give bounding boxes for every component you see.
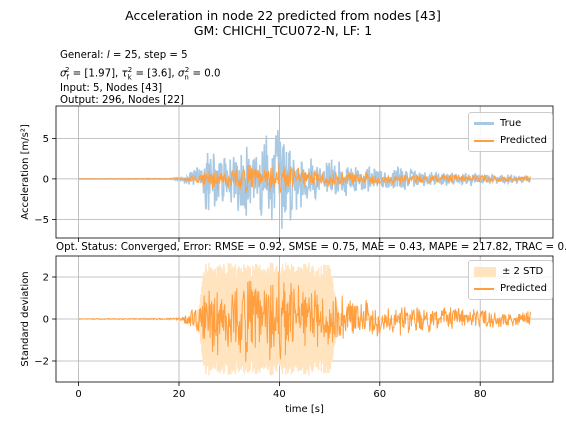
std-xtick-label-20: 20 (173, 389, 186, 400)
std-ytick-label-0: 0 (43, 315, 49, 326)
std-ytick-label-2: 2 (43, 273, 49, 284)
legend-bottom: ± 2 STD Predicted (468, 260, 553, 300)
std-xtick-label-80: 80 (474, 389, 487, 400)
std-xtick-label-0: 0 (75, 389, 81, 400)
acc-ylabel: Acceleration [m/s²] (20, 124, 31, 220)
legend-swatch-true (474, 122, 494, 125)
std-xtick-label-60: 60 (373, 389, 386, 400)
info-general: General: l = 25, step = 5 (60, 50, 188, 61)
legend-swatch-predicted (474, 140, 494, 142)
figure-title-line1: Acceleration in node 22 predicted from n… (0, 8, 566, 23)
acc-ytick-label--5: −5 (34, 215, 49, 226)
acc-ytick-label-0: 0 (43, 174, 49, 185)
legend-label-predicted-std: Predicted (500, 283, 547, 294)
std-ylabel: Standard deviation (20, 271, 31, 366)
std-xtick-label-40: 40 (273, 389, 286, 400)
std-series-group (79, 263, 531, 376)
legend-item-std-band: ± 2 STD (474, 263, 547, 280)
legend-item-true: True (474, 115, 547, 132)
std-xlabel: time [s] (285, 404, 324, 415)
std-ytick-label--2: −2 (34, 357, 49, 368)
info-hyperparams: σf2 = [1.97], τk2 = [3.6], σn2 = 0.0 (60, 66, 220, 81)
legend-item-predicted: Predicted (474, 132, 547, 149)
acc-series-group (79, 130, 531, 229)
legend-swatch-std-band (474, 267, 496, 277)
legend-item-predicted-std: Predicted (474, 280, 547, 297)
legend-label-std-band: ± 2 STD (502, 266, 543, 277)
info-output: Output: 296, Nodes [22] (60, 95, 184, 106)
figure-title-line2: GM: CHICHI_TCU072-N, LF: 1 (0, 23, 566, 38)
acc-ytick-label-5: 5 (43, 134, 49, 145)
legend-label-true: True (500, 118, 521, 129)
legend-label-predicted: Predicted (500, 135, 547, 146)
legend-top: True Predicted (468, 112, 553, 152)
optimization-status: Opt. Status: Converged, Error: RMSE = 0.… (56, 241, 566, 253)
legend-swatch-predicted-std (474, 288, 494, 290)
info-input: Input: 5, Nodes [43] (60, 83, 162, 94)
